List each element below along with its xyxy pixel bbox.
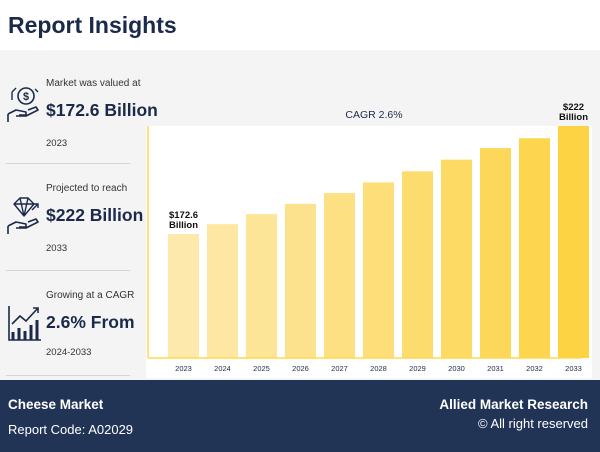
bars: [168, 126, 589, 358]
stat-value: 2.6% From: [46, 312, 135, 332]
x-tick-label: 2033: [565, 364, 582, 373]
divider: [6, 163, 130, 164]
x-tick-label: 2027: [331, 364, 348, 373]
bar-2030: [441, 159, 472, 358]
x-tick-label: 2024: [214, 364, 231, 373]
x-tick-label: 2029: [409, 364, 426, 373]
svg-text:$: $: [23, 91, 29, 103]
cagr-annotation: CAGR 2.6%: [345, 109, 402, 121]
bar-2032: [519, 138, 550, 358]
data-label: $172.6: [169, 210, 198, 221]
bar-chart: 2023 2024 2025 2026 2027 2028 2029 2030 2031 2032…: [146, 102, 592, 378]
footer-rights: © All right reserved: [477, 416, 588, 431]
bar-2024: [207, 224, 238, 358]
stat-caption: Growing at a CAGR: [46, 290, 135, 301]
bar-2023: [168, 234, 199, 358]
stat-caption: Projected to reach: [46, 183, 128, 194]
x-tick-label: 2031: [487, 364, 504, 373]
money-hand-icon: $: [7, 87, 39, 122]
divider: [6, 375, 130, 376]
x-tick-label: 2028: [370, 364, 387, 373]
x-tick-label: 2030: [448, 364, 465, 373]
stat-value: $222 Billion: [46, 205, 144, 225]
bar-2029: [402, 171, 433, 358]
stat-caption: Market was valued at: [46, 78, 141, 89]
bar-2033: [558, 126, 589, 358]
bar-2028: [363, 182, 394, 358]
stat-period: 2024-2033: [46, 347, 92, 358]
data-label: Billion: [559, 112, 588, 123]
stat-value: $172.6 Billion: [46, 100, 158, 120]
x-tick-label: 2032: [526, 364, 543, 373]
bar-2026: [285, 203, 316, 358]
stat-period: 2033: [46, 243, 68, 254]
data-label: Billion: [169, 220, 198, 231]
x-tick-labels: 2023 2024 2025 2026 2027 2028 2029 2030 2031 2032…: [175, 364, 582, 373]
x-tick-label: 2023: [175, 364, 192, 373]
x-tick-label: 2025: [253, 364, 270, 373]
bar-2031: [480, 148, 511, 358]
page-title: Report Insights: [8, 12, 177, 38]
footer-report-code: Report Code: A02029: [8, 422, 134, 437]
footer-market-name: Cheese Market: [8, 397, 104, 412]
bar-2027: [324, 193, 355, 358]
x-tick-label: 2026: [292, 364, 309, 373]
divider: [6, 270, 130, 271]
growth-chart-icon: [8, 306, 41, 341]
bar-2025: [246, 214, 277, 358]
stat-period: 2023: [46, 138, 68, 149]
footer-brand: Allied Market Research: [439, 397, 588, 412]
diamond-hand-icon: [7, 197, 39, 234]
data-label: $222: [563, 102, 584, 113]
footer: Cheese Market Report Code: A02029 Allied…: [0, 380, 600, 452]
